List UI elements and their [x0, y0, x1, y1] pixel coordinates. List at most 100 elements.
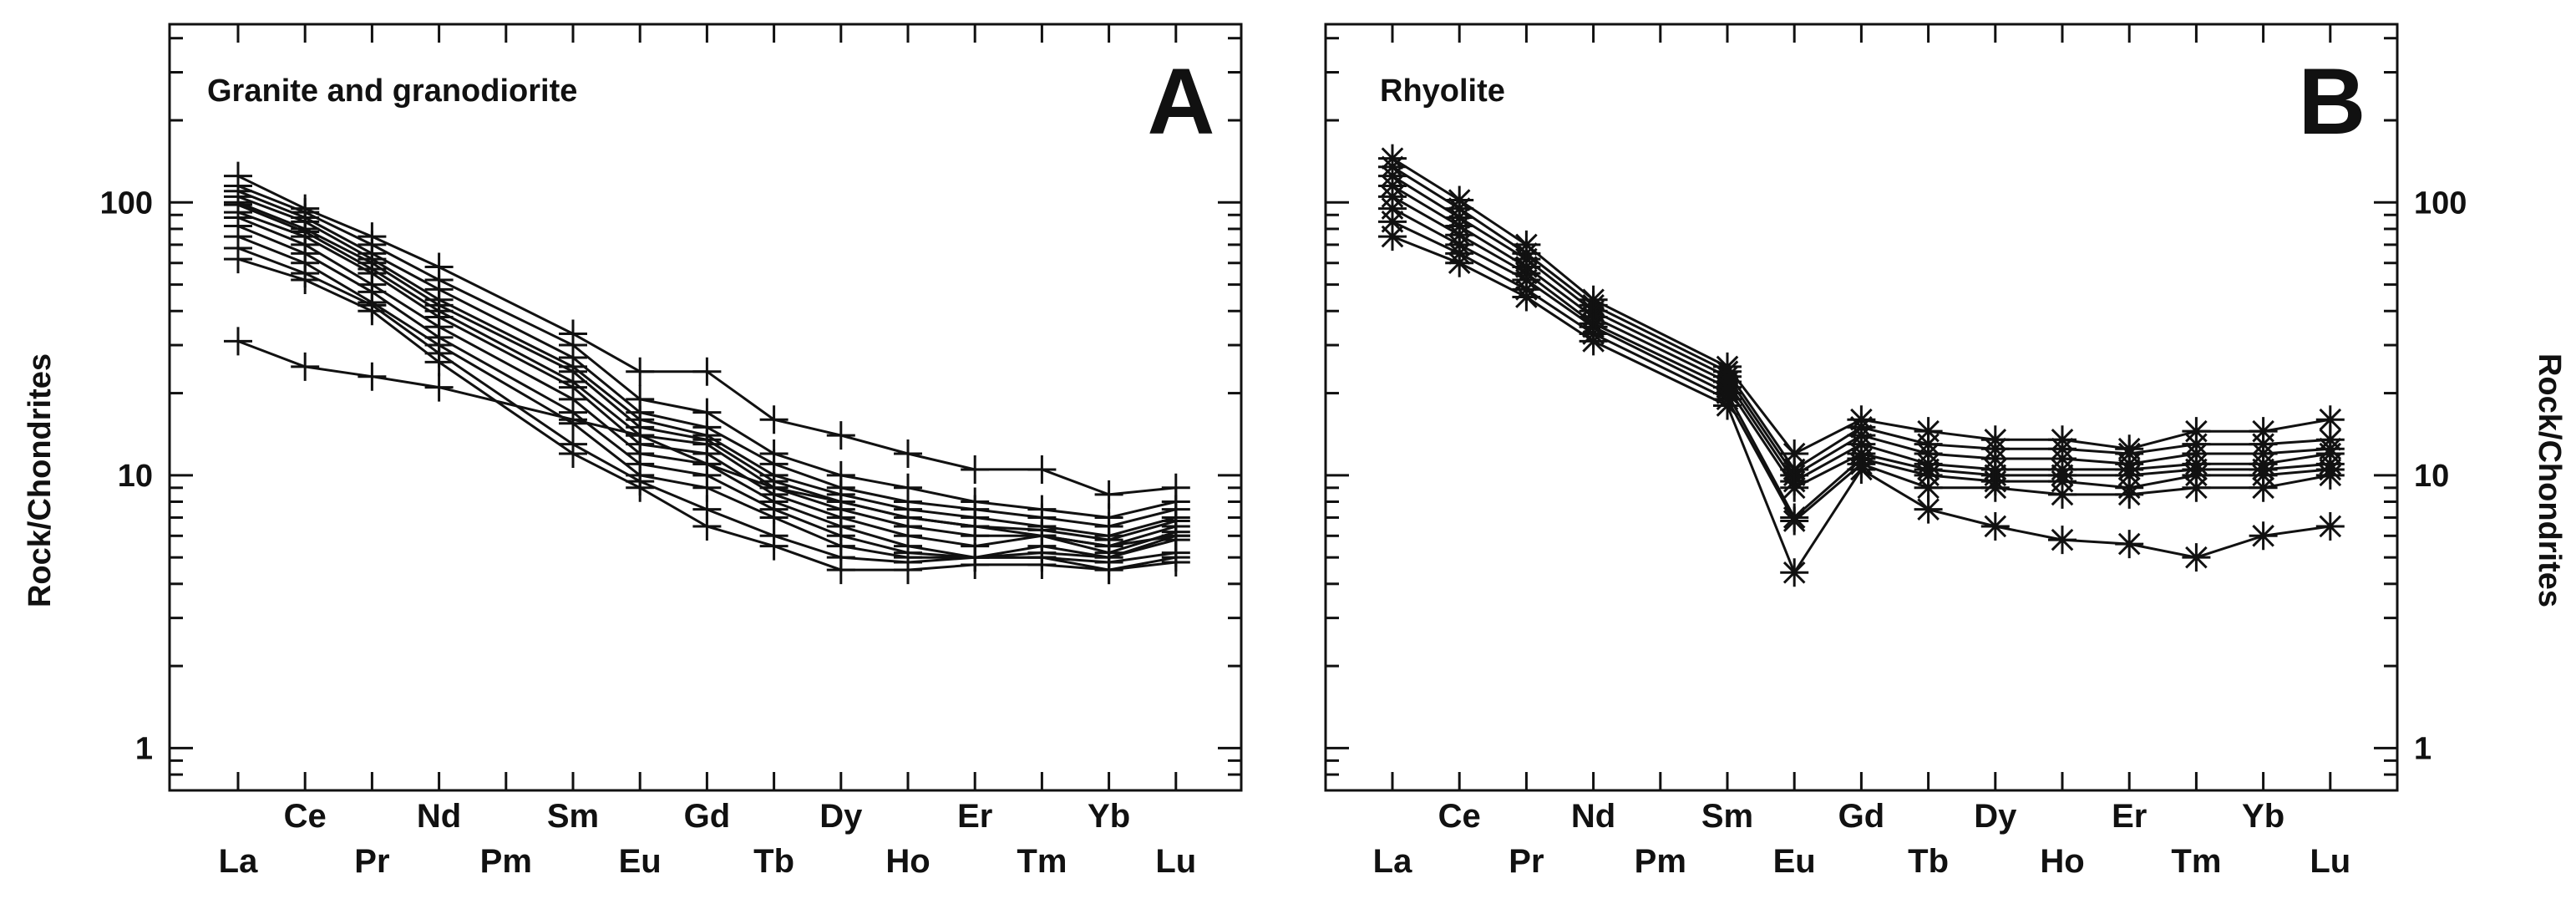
- x-tick-label-upper: Gd: [684, 798, 731, 835]
- x-tick-label-lower: Ho: [2040, 843, 2084, 880]
- panel-a-letter: A: [1148, 49, 1215, 154]
- x-tick-label-lower: Pr: [1509, 843, 1544, 880]
- panel-b-x-tick-labels: Ce Nd Sm Gd Dy Er Yb La Pr Pm Eu Tb Ho Tm Lu: [1373, 798, 2351, 880]
- data-point-marker: [2182, 473, 2211, 502]
- data-point-marker: [2315, 460, 2345, 490]
- data-point-marker: [1713, 391, 1742, 420]
- data-point-marker: [692, 357, 722, 386]
- data-point-marker: [1780, 558, 1809, 587]
- y-tick-label: 100: [100, 185, 153, 221]
- data-point-marker: [1914, 495, 1943, 524]
- x-tick-label-lower: Pm: [480, 843, 532, 880]
- data-point-marker: [1980, 473, 2010, 502]
- series-line: [1392, 165, 2330, 471]
- y-tick-label: 100: [2414, 185, 2467, 221]
- x-tick-label-lower: Eu: [1773, 843, 1816, 880]
- data-point-marker: [2048, 480, 2077, 509]
- data-point-marker: [961, 511, 990, 541]
- x-tick-label-lower: Eu: [619, 843, 662, 880]
- x-tick-label-upper: Yb: [2242, 798, 2284, 835]
- data-point-marker: [626, 357, 655, 386]
- x-tick-label-lower: La: [219, 843, 258, 880]
- data-point-marker: [291, 266, 320, 295]
- x-tick-label-upper: Nd: [1571, 798, 1615, 835]
- data-point-marker: [2182, 543, 2211, 572]
- x-tick-label-upper: Sm: [547, 798, 599, 835]
- series-B8: [1378, 222, 2345, 587]
- panel-b-series-group: [1378, 144, 2345, 587]
- data-point-marker: [1161, 521, 1190, 551]
- data-point-marker: [826, 421, 855, 450]
- data-point-marker: [2115, 530, 2144, 559]
- data-point-marker: [961, 455, 990, 484]
- x-tick-label-upper: Dy: [1974, 798, 2017, 835]
- x-tick-label-lower: Tb: [753, 843, 794, 880]
- data-point-marker: [559, 439, 587, 469]
- data-point-marker: [559, 405, 587, 434]
- data-point-marker: [1094, 556, 1123, 585]
- data-point-marker: [357, 297, 387, 326]
- data-point-marker: [1027, 455, 1057, 484]
- data-point-marker: [2249, 521, 2278, 551]
- x-tick-label-lower: Tb: [1908, 843, 1949, 880]
- data-point-marker: [1445, 248, 1474, 277]
- data-point-marker: [626, 473, 655, 502]
- x-tick-label-upper: Er: [957, 798, 992, 835]
- data-point-marker: [692, 450, 722, 479]
- data-point-marker: [1579, 327, 1608, 356]
- x-tick-label-upper: Sm: [1701, 798, 1753, 835]
- panel-b-title: Rhyolite: [1380, 74, 1505, 109]
- x-tick-label-upper: Dy: [819, 798, 863, 835]
- panel-a-x-tick-labels: Ce Nd Sm Gd Dy Er Yb La Pr Pm Eu Tb Ho Tm Lu: [219, 798, 1197, 880]
- series-A13: [224, 327, 1190, 561]
- data-point-marker: [692, 511, 722, 541]
- data-point-marker: [291, 352, 320, 381]
- x-tick-label-upper: Ce: [1438, 798, 1481, 835]
- data-point-marker: [759, 405, 789, 434]
- data-point-marker: [424, 373, 454, 402]
- panel-a-y-tick-labels: 1 10 100: [100, 185, 153, 766]
- data-point-marker: [1780, 506, 1809, 536]
- data-point-marker: [1980, 511, 2010, 541]
- data-point-marker: [894, 503, 922, 532]
- panel-b-y-axis-label: Rock/Chondrites: [2532, 353, 2567, 607]
- panel-a-axis-ticks: [170, 24, 1241, 790]
- data-point-marker: [357, 362, 387, 391]
- data-point-marker: [2315, 405, 2345, 434]
- data-point-marker: [224, 245, 252, 274]
- x-tick-label-lower: La: [1373, 843, 1412, 880]
- data-point-marker: [224, 327, 252, 356]
- data-point-marker: [826, 556, 855, 585]
- data-point-marker: [759, 473, 789, 502]
- data-point-marker: [1914, 473, 1943, 502]
- x-tick-label-lower: Lu: [2310, 843, 2350, 880]
- panel-a-y-axis-label: Rock/Chondrites: [23, 353, 58, 607]
- x-tick-label-lower: Tm: [2171, 843, 2221, 880]
- data-point-marker: [424, 348, 454, 377]
- x-tick-label-upper: Er: [2112, 798, 2147, 835]
- series-line: [237, 211, 1177, 555]
- series-A12: [224, 245, 1190, 585]
- panel-b-rhyolite-chart: Rhyolite B Rock/Chondrites 1 10 100 Ce Nd Sm…: [1324, 23, 2567, 880]
- data-point-marker: [1780, 439, 1809, 469]
- data-point-marker: [626, 421, 655, 450]
- x-tick-label-upper: Ce: [284, 798, 327, 835]
- panel-a-series-group: [224, 161, 1190, 585]
- x-tick-label-lower: Lu: [1155, 843, 1196, 880]
- data-point-marker: [961, 550, 990, 579]
- x-tick-label-upper: Yb: [1088, 798, 1130, 835]
- series-line: [237, 195, 1177, 537]
- panel-a-plot-frame: [168, 23, 1243, 792]
- x-tick-label-lower: Ho: [885, 843, 930, 880]
- data-point-marker: [826, 487, 855, 516]
- data-point-marker: [759, 531, 789, 561]
- data-point-marker: [1512, 282, 1541, 312]
- y-tick-label: 1: [135, 731, 153, 766]
- y-tick-label: 10: [2414, 459, 2449, 494]
- x-tick-label-upper: Nd: [417, 798, 461, 835]
- panel-b-letter: B: [2299, 49, 2366, 154]
- data-point-marker: [1780, 473, 1809, 502]
- data-point-marker: [894, 439, 922, 469]
- panel-a-title: Granite and granodiorite: [207, 74, 577, 109]
